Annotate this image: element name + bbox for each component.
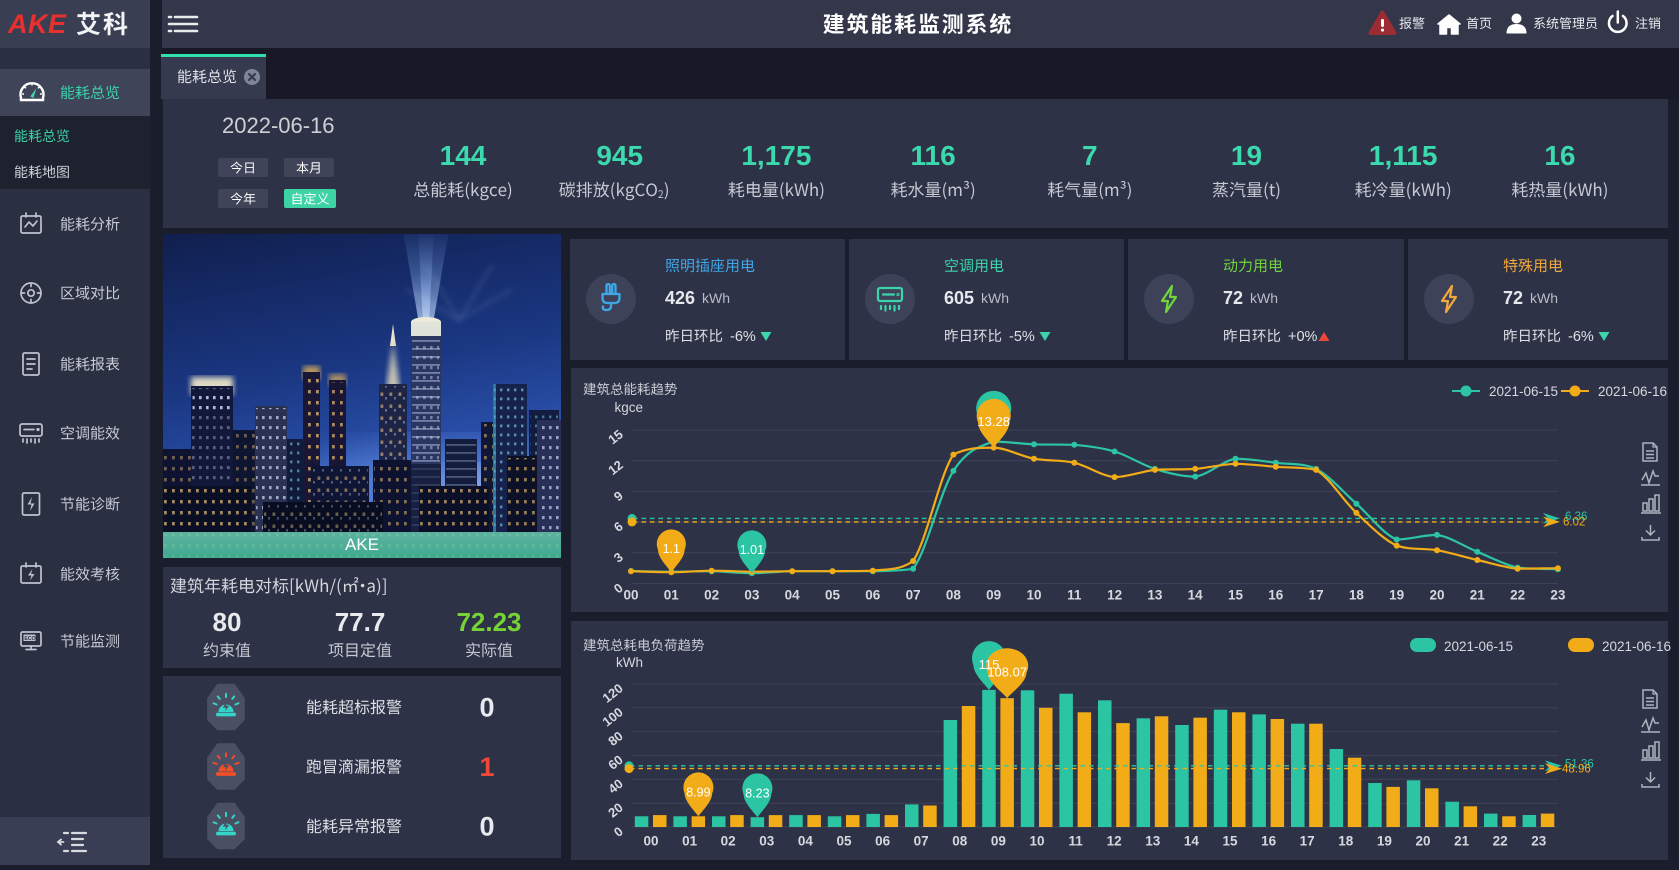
svg-text:08: 08 (952, 834, 968, 849)
svg-text:12: 12 (1107, 834, 1122, 849)
svg-text:kWh: kWh (1530, 290, 1558, 306)
svg-text:14: 14 (1184, 834, 1200, 849)
svg-text:02: 02 (704, 588, 719, 603)
svg-text:80: 80 (213, 607, 242, 637)
svg-text:23: 23 (1531, 834, 1547, 849)
svg-text:22: 22 (1493, 834, 1508, 849)
svg-text:17: 17 (1309, 588, 1324, 603)
svg-text:03: 03 (759, 834, 775, 849)
svg-text:18: 18 (1349, 588, 1365, 603)
svg-text:10: 10 (1026, 588, 1041, 603)
svg-text:13.28: 13.28 (977, 414, 1010, 429)
svg-text:20: 20 (1415, 834, 1430, 849)
svg-text:12: 12 (1107, 588, 1122, 603)
svg-text:15: 15 (1222, 834, 1238, 849)
svg-text:kWh: kWh (1250, 290, 1278, 306)
svg-text:21: 21 (1454, 834, 1470, 849)
svg-text:426: 426 (665, 288, 695, 308)
svg-text:16: 16 (1544, 140, 1575, 171)
svg-text:kWh: kWh (981, 290, 1009, 306)
svg-text:19: 19 (1377, 834, 1392, 849)
svg-text:kWh: kWh (616, 655, 643, 670)
svg-text:2021-06-16: 2021-06-16 (1598, 384, 1667, 399)
svg-text:15: 15 (1228, 588, 1244, 603)
svg-text:0: 0 (479, 812, 494, 842)
svg-text:07: 07 (914, 834, 929, 849)
svg-text:06: 06 (875, 834, 891, 849)
svg-text:21: 21 (1470, 588, 1486, 603)
svg-text:+0%: +0% (1288, 329, 1318, 345)
svg-text:20: 20 (1429, 588, 1444, 603)
svg-text:77.7: 77.7 (335, 607, 386, 637)
svg-text:23: 23 (1550, 588, 1566, 603)
svg-text:945: 945 (596, 140, 643, 171)
svg-text:AKE: AKE (7, 9, 67, 39)
svg-text:2021-06-15: 2021-06-15 (1489, 384, 1558, 399)
svg-text:0: 0 (479, 693, 494, 723)
svg-text:1,115: 1,115 (1369, 140, 1438, 171)
svg-text:6.02: 6.02 (1563, 517, 1585, 529)
svg-text:2022-06-16: 2022-06-16 (222, 113, 335, 138)
svg-text:06: 06 (865, 588, 881, 603)
svg-text:07: 07 (906, 588, 921, 603)
svg-text:1.1: 1.1 (663, 542, 680, 556)
svg-text:19: 19 (1389, 588, 1404, 603)
svg-text:08: 08 (946, 588, 962, 603)
svg-text:1: 1 (479, 752, 494, 782)
svg-text:2021-06-15: 2021-06-15 (1444, 639, 1513, 654)
svg-text:04: 04 (798, 834, 814, 849)
svg-text:72: 72 (1223, 288, 1243, 308)
svg-text:-6%: -6% (730, 329, 756, 345)
svg-text:00: 00 (623, 588, 638, 603)
svg-text:01: 01 (664, 588, 680, 603)
svg-text:1,175: 1,175 (741, 140, 811, 171)
svg-text:72.23: 72.23 (456, 607, 521, 637)
svg-text:48.96: 48.96 (1562, 764, 1591, 776)
svg-text:-6%: -6% (1568, 329, 1594, 345)
svg-text:144: 144 (440, 140, 487, 171)
svg-text:16: 16 (1268, 588, 1284, 603)
svg-text:kgce: kgce (614, 400, 643, 415)
svg-text:02: 02 (721, 834, 736, 849)
svg-text:05: 05 (825, 588, 841, 603)
svg-text:22: 22 (1510, 588, 1525, 603)
svg-text:09: 09 (991, 834, 1006, 849)
svg-text:18: 18 (1338, 834, 1354, 849)
svg-text:605: 605 (944, 288, 974, 308)
svg-text:7: 7 (1082, 140, 1098, 171)
svg-text:19: 19 (1231, 140, 1262, 171)
svg-text:16: 16 (1261, 834, 1277, 849)
svg-text:10: 10 (1029, 834, 1044, 849)
svg-text:03: 03 (744, 588, 760, 603)
svg-text:13: 13 (1147, 588, 1163, 603)
svg-text:13: 13 (1145, 834, 1161, 849)
svg-text:14: 14 (1188, 588, 1204, 603)
svg-text:09: 09 (986, 588, 1001, 603)
svg-text:AKE: AKE (345, 535, 379, 554)
svg-text:1.01: 1.01 (740, 543, 764, 557)
svg-text:17: 17 (1300, 834, 1315, 849)
svg-text:00: 00 (643, 834, 658, 849)
svg-text:11: 11 (1068, 834, 1083, 849)
svg-text:11: 11 (1067, 588, 1082, 603)
svg-text:04: 04 (785, 588, 801, 603)
svg-text:-5%: -5% (1009, 329, 1035, 345)
svg-text:2021-06-16: 2021-06-16 (1602, 639, 1671, 654)
svg-text:72: 72 (1503, 288, 1523, 308)
svg-text:108.07: 108.07 (987, 665, 1027, 680)
svg-text:kWh: kWh (702, 290, 730, 306)
svg-text:05: 05 (836, 834, 852, 849)
svg-text:116: 116 (911, 140, 956, 171)
svg-text:8.99: 8.99 (686, 786, 710, 800)
svg-text:01: 01 (682, 834, 698, 849)
svg-text:8.23: 8.23 (745, 786, 769, 800)
